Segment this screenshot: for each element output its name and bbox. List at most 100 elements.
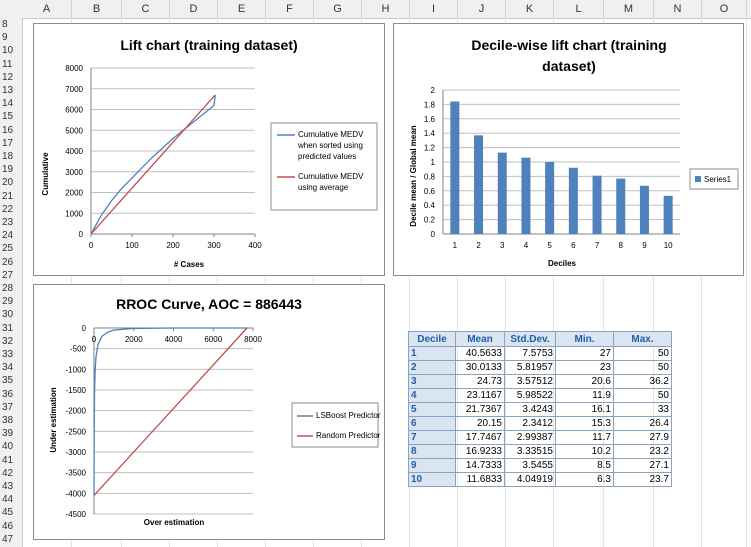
column-header-o[interactable]: O — [702, 0, 747, 18]
table-cell-max[interactable]: 50 — [613, 388, 672, 403]
decile-bar[interactable] — [639, 185, 649, 234]
row-header-24[interactable]: 24 — [2, 230, 14, 242]
column-header-e[interactable]: E — [218, 0, 266, 18]
lift-chart[interactable]: Lift chart (training dataset) 0 1000 2000 3… — [33, 23, 385, 276]
table-cell-min[interactable]: 11.7 — [555, 430, 614, 445]
row-header-35[interactable]: 35 — [2, 375, 14, 387]
table-cell-decile[interactable]: 10 — [408, 472, 456, 487]
column-header-f[interactable]: F — [266, 0, 314, 18]
table-cell-stddev[interactable]: 3.57512 — [504, 374, 556, 389]
row-header-37[interactable]: 37 — [2, 401, 14, 413]
row-header-30[interactable]: 30 — [2, 309, 14, 321]
decile-bar[interactable] — [545, 162, 555, 234]
table-cell-min[interactable]: 10.2 — [555, 444, 614, 459]
table-cell-decile[interactable]: 2 — [408, 360, 456, 375]
row-header-32[interactable]: 32 — [2, 335, 14, 347]
table-cell-mean[interactable]: 30.0133 — [455, 360, 505, 375]
decile-bar[interactable] — [592, 175, 602, 234]
table-cell-max[interactable]: 50 — [613, 360, 672, 375]
table-cell-decile[interactable]: 4 — [408, 388, 456, 403]
row-header-13[interactable]: 13 — [2, 85, 14, 96]
table-cell-mean[interactable]: 14.7333 — [455, 458, 505, 473]
row-header-33[interactable]: 33 — [2, 349, 14, 360]
row-header-29[interactable]: 29 — [2, 296, 14, 308]
row-header-14[interactable]: 14 — [2, 98, 14, 110]
row-header-11[interactable]: 11 — [2, 58, 13, 70]
table-cell-mean[interactable]: 16.9233 — [455, 444, 505, 459]
table-cell-max[interactable]: 36.2 — [613, 374, 672, 389]
row-header-8[interactable]: 8 — [2, 19, 8, 30]
table-cell-mean[interactable]: 11.6833 — [455, 472, 505, 487]
table-cell-stddev[interactable]: 4.04919 — [504, 472, 556, 487]
row-header-44[interactable]: 44 — [2, 494, 14, 506]
table-cell-decile[interactable]: 7 — [408, 430, 456, 445]
column-header-k[interactable]: K — [506, 0, 554, 18]
table-cell-max[interactable]: 23.2 — [613, 444, 672, 459]
table-cell-decile[interactable]: 9 — [408, 458, 456, 473]
table-cell-stddev[interactable]: 5.81957 — [504, 360, 556, 375]
row-header-34[interactable]: 34 — [2, 362, 14, 374]
row-header-10[interactable]: 10 — [2, 45, 14, 57]
row-header-38[interactable]: 38 — [2, 415, 14, 426]
decile-bar[interactable] — [616, 178, 626, 234]
table-cell-max[interactable]: 26.4 — [613, 416, 672, 431]
table-cell-stddev[interactable]: 5.98522 — [504, 388, 556, 403]
column-header-n[interactable]: N — [654, 0, 702, 18]
row-header-47[interactable]: 47 — [2, 533, 14, 545]
row-header-45[interactable]: 45 — [2, 507, 14, 519]
decile-chart[interactable]: Decile-wise lift chart (training dataset… — [393, 23, 744, 276]
decile-bar[interactable] — [450, 101, 460, 235]
column-header-b[interactable]: B — [72, 0, 122, 18]
table-cell-stddev[interactable]: 3.33515 — [504, 444, 556, 459]
row-header-28[interactable]: 28 — [2, 283, 14, 294]
row-header-46[interactable]: 46 — [2, 520, 14, 532]
table-cell-mean[interactable]: 40.5633 — [455, 346, 505, 361]
table-cell-min[interactable]: 8.5 — [555, 458, 614, 473]
table-cell-min[interactable]: 15.3 — [555, 416, 614, 431]
row-header-19[interactable]: 19 — [2, 164, 14, 176]
row-header-22[interactable]: 22 — [2, 203, 14, 215]
row-header-18[interactable]: 18 — [2, 151, 14, 162]
row-header-40[interactable]: 40 — [2, 441, 14, 453]
table-cell-mean[interactable]: 20.15 — [455, 416, 505, 431]
table-cell-decile[interactable]: 5 — [408, 402, 456, 417]
decile-bar[interactable] — [521, 157, 531, 234]
table-cell-stddev[interactable]: 2.3412 — [504, 416, 556, 431]
table-cell-min[interactable]: 11.9 — [555, 388, 614, 403]
table-cell-mean[interactable]: 23.1167 — [455, 388, 505, 403]
column-header-g[interactable]: G — [314, 0, 362, 18]
table-cell-stddev[interactable]: 2.99387 — [504, 430, 556, 445]
table-cell-min[interactable]: 27 — [555, 346, 614, 361]
column-header-h[interactable]: H — [362, 0, 410, 18]
table-cell-max[interactable]: 27.1 — [613, 458, 672, 473]
table-cell-min[interactable]: 20.6 — [555, 374, 614, 389]
table-cell-decile[interactable]: 3 — [408, 374, 456, 389]
row-header-16[interactable]: 16 — [2, 124, 14, 136]
table-header-max[interactable]: Max. — [613, 331, 672, 347]
row-header-15[interactable]: 15 — [2, 111, 14, 123]
row-header-41[interactable]: 41 — [2, 454, 14, 466]
row-header-23[interactable]: 23 — [2, 217, 14, 228]
column-header-c[interactable]: C — [122, 0, 170, 18]
table-cell-max[interactable]: 23.7 — [613, 472, 672, 487]
row-header-9[interactable]: 9 — [2, 32, 8, 44]
table-header-stddev[interactable]: Std.Dev. — [504, 331, 556, 347]
table-header-decile[interactable]: Decile — [408, 331, 456, 347]
row-header-36[interactable]: 36 — [2, 388, 14, 400]
row-header-27[interactable]: 27 — [2, 269, 14, 281]
row-header-12[interactable]: 12 — [2, 71, 14, 83]
row-header-17[interactable]: 17 — [2, 137, 14, 149]
table-header-min[interactable]: Min. — [555, 331, 614, 347]
row-header-20[interactable]: 20 — [2, 177, 14, 189]
table-cell-decile[interactable]: 6 — [408, 416, 456, 431]
table-cell-max[interactable]: 50 — [613, 346, 672, 361]
table-cell-stddev[interactable]: 3.4243 — [504, 402, 556, 417]
column-header-d[interactable]: D — [170, 0, 218, 18]
row-header-31[interactable]: 31 — [2, 322, 14, 334]
table-cell-max[interactable]: 33 — [613, 402, 672, 417]
row-header-26[interactable]: 26 — [2, 256, 14, 268]
column-header-m[interactable]: M — [604, 0, 654, 18]
column-header-l[interactable]: L — [554, 0, 604, 18]
table-cell-decile[interactable]: 1 — [408, 346, 456, 361]
table-cell-mean[interactable]: 24.73 — [455, 374, 505, 389]
